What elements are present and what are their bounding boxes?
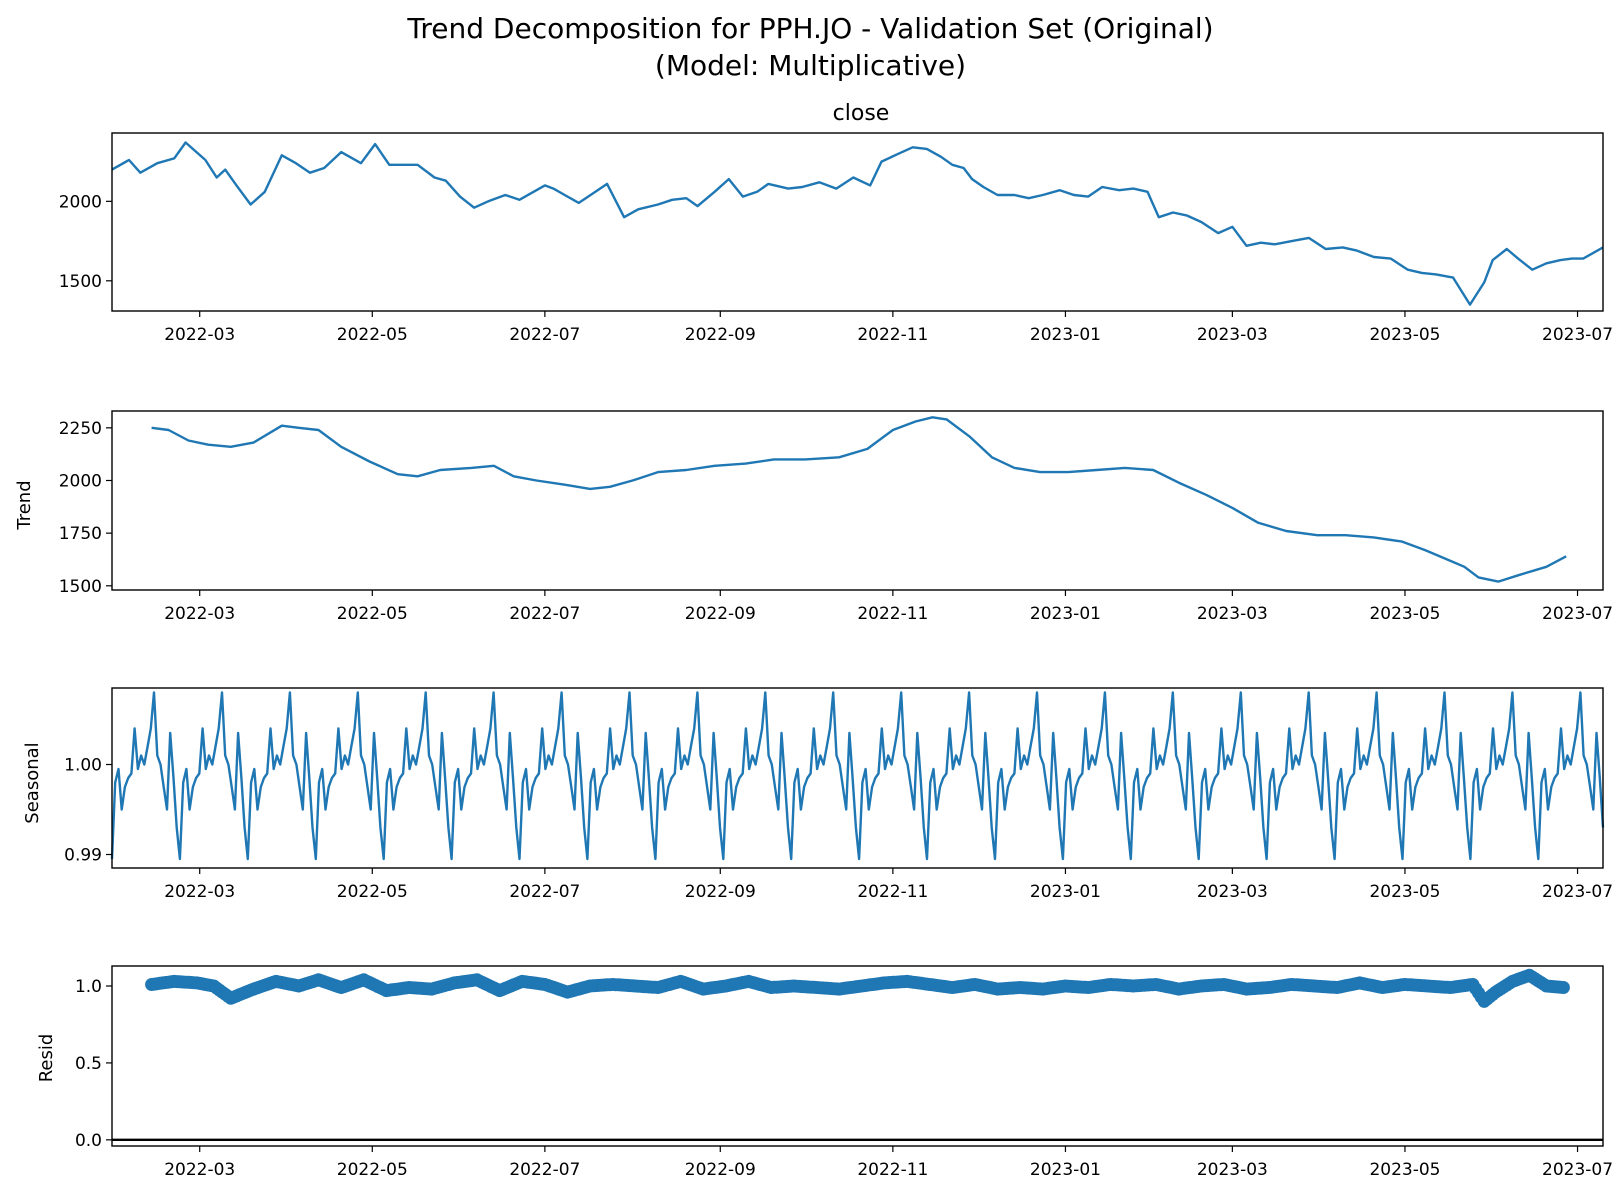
seasonal-ylabel: Seasonal (22, 742, 43, 823)
trend-panel: 1500 1750 2000 2250 2022-03 2022-05 2022-07 202… (14, 410, 1613, 624)
y-tick-label: 0.99 (64, 846, 102, 866)
x-tick-label: 2022-07 (509, 882, 580, 902)
x-tick-label: 2022-05 (337, 882, 408, 902)
x-tick-label: 2022-03 (164, 882, 235, 902)
trend-plot-area: 1500 1750 2000 2250 2022-03 2022-05 2022-07 202… (59, 410, 1613, 624)
x-tick-label: 2022-09 (685, 882, 756, 902)
axes-frame (111, 687, 1604, 869)
axes-frame (111, 965, 1604, 1147)
y-tick-label: 2000 (59, 471, 102, 491)
x-tick-label: 2023-03 (1197, 882, 1268, 902)
x-tick-label: 2022-11 (857, 1160, 928, 1180)
y-tick-label: 2000 (59, 192, 102, 212)
x-tick-label: 2023-03 (1197, 1160, 1268, 1180)
x-tick-label: 2022-07 (509, 325, 580, 345)
x-tick-label: 2022-11 (857, 604, 928, 624)
x-tick-label: 2023-07 (1542, 882, 1613, 902)
x-tick-label: 2022-03 (164, 604, 235, 624)
x-tick-label: 2023-07 (1542, 604, 1613, 624)
x-tick-label: 2022-05 (337, 325, 408, 345)
y-tick-label: 1500 (59, 272, 102, 292)
x-tick-label: 2022-07 (509, 604, 580, 624)
series-line (151, 416, 1567, 583)
x-tick-label: 2023-05 (1369, 325, 1440, 345)
x-tick-label: 2022-03 (164, 1160, 235, 1180)
resid-panel: 0.0 0.5 1.0 2022-03 2022-05 2022-07 2022-09 202… (36, 965, 1613, 1180)
x-tick-label: 2023-01 (1030, 325, 1101, 345)
close-panel-title: close (833, 101, 890, 126)
x-tick-label: 2023-05 (1369, 1160, 1440, 1180)
y-tick-label: 1.0 (75, 977, 102, 997)
close-panel: 1500 2000 2022-03 2022-05 2022-07 2022-09 2022… (59, 101, 1613, 345)
close-plot-area: 1500 2000 2022-03 2022-05 2022-07 2022-09 2022… (59, 132, 1613, 345)
x-tick-label: 2022-11 (857, 325, 928, 345)
x-tick-label: 2023-03 (1197, 325, 1268, 345)
figure-subtitle: (Model: Multiplicative) (654, 49, 967, 82)
x-tick-label: 2022-11 (857, 882, 928, 902)
x-tick-label: 2023-03 (1197, 604, 1268, 624)
x-tick-label: 2023-05 (1369, 604, 1440, 624)
seasonal-plot-area: 0.99 1.00 2022-03 2022-05 2022-07 2022-09 2022… (64, 687, 1613, 902)
x-tick-label: 2022-03 (164, 325, 235, 345)
y-tick-label: 1.00 (64, 756, 102, 776)
y-tick-label: 0.5 (75, 1054, 102, 1074)
series-line (110, 691, 1605, 861)
axes-frame (111, 132, 1604, 312)
resid-plot-area: 0.0 0.5 1.0 2022-03 2022-05 2022-07 2022-09 202… (75, 965, 1613, 1180)
x-tick-label: 2023-01 (1030, 604, 1101, 624)
x-tick-label: 2023-05 (1369, 882, 1440, 902)
x-tick-label: 2023-07 (1542, 325, 1613, 345)
resid-point (1556, 981, 1570, 994)
seasonal-panel: 0.99 1.00 2022-03 2022-05 2022-07 2022-09 2022… (22, 687, 1613, 902)
y-tick-label: 1750 (59, 524, 102, 544)
figure-title: Trend Decomposition for PPH.JO - Validat… (407, 12, 1214, 45)
y-tick-label: 0.0 (75, 1131, 102, 1151)
x-tick-label: 2022-09 (685, 604, 756, 624)
x-tick-label: 2023-01 (1030, 1160, 1101, 1180)
series-line (111, 141, 1604, 306)
x-tick-label: 2023-07 (1542, 1160, 1613, 1180)
trend-ylabel: Trend (14, 480, 35, 530)
x-tick-label: 2022-09 (685, 325, 756, 345)
x-tick-label: 2023-01 (1030, 882, 1101, 902)
x-tick-label: 2022-05 (337, 1160, 408, 1180)
y-tick-label: 1500 (59, 577, 102, 597)
x-tick-label: 2022-07 (509, 1160, 580, 1180)
axes-frame (111, 410, 1604, 591)
resid-ylabel: Resid (36, 1034, 57, 1083)
x-tick-label: 2022-09 (685, 1160, 756, 1180)
x-tick-label: 2022-05 (337, 604, 408, 624)
y-tick-label: 2250 (59, 419, 102, 439)
